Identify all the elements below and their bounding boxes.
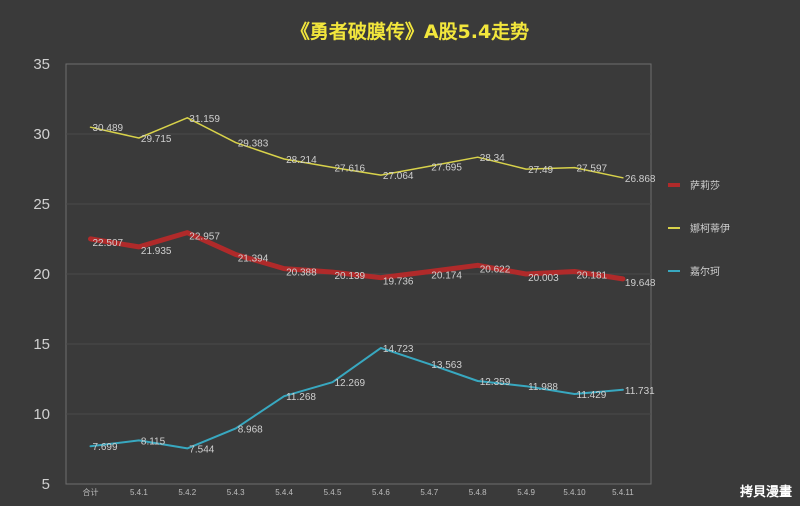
data-label: 20.388 [286,268,317,279]
data-label: 30.489 [93,123,124,134]
x-tick-label: 5.4.6 [372,488,390,497]
y-tick-label: 20 [33,266,50,283]
data-label: 19.648 [625,278,656,289]
series-line-3 [89,346,624,450]
x-tick-label: 5.4.4 [275,488,293,497]
data-label: 28.34 [480,153,505,164]
data-label: 20.622 [480,264,511,275]
data-label: 28.214 [286,155,317,166]
data-label: 8.968 [238,424,263,435]
data-label: 21.935 [141,246,172,257]
y-axis-ticks: 5 10 15 20 25 30 35 [33,56,50,493]
chart-title: 《勇者破膜传》A股5.4走势 [291,20,529,43]
y-tick-label: 10 [33,406,50,423]
y-tick-label: 15 [33,336,50,353]
data-label: 7.544 [189,444,214,455]
x-tick-label: 5.4.11 [612,488,634,497]
data-label: 20.003 [528,273,559,284]
data-label: 29.715 [141,134,172,145]
x-tick-label: 5.4.1 [130,488,148,497]
legend-label: 娜柯蒂伊 [690,222,730,235]
data-label: 20.181 [577,270,608,281]
data-label: 20.174 [431,271,462,282]
data-label: 31.159 [189,114,220,125]
data-label: 12.269 [335,378,366,389]
data-labels: 22.507 21.935 22.957 21.394 20.388 20.139 19.7… [93,114,656,456]
data-label: 26.868 [625,174,656,185]
y-tick-label: 5 [42,476,50,493]
data-label: 11.268 [286,392,316,403]
data-label: 11.988 [528,382,558,393]
legend-label: 嘉尔珂 [690,265,720,278]
y-tick-label: 30 [33,126,50,143]
data-label: 27.49 [528,165,553,176]
data-label: 13.563 [431,360,462,371]
data-label: 22.507 [93,238,124,249]
data-label: 11.731 [625,386,655,397]
x-tick-label: 5.4.8 [469,488,487,497]
data-label: 19.736 [383,277,414,288]
data-label: 22.957 [189,232,220,243]
series-line-1 [88,230,626,282]
data-label: 29.383 [238,139,269,150]
x-tick-label: 5.4.10 [563,488,586,497]
x-tick-label: 5.4.5 [324,488,342,497]
data-label: 27.616 [335,163,366,174]
data-label: 20.139 [335,271,366,282]
legend-label: 萨莉莎 [690,179,720,192]
x-tick-label: 5.4.3 [227,488,245,497]
data-label: 14.723 [383,344,414,355]
y-tick-label: 35 [33,56,50,73]
x-tick-label: 5.4.7 [420,488,438,497]
x-tick-label: 5.4.9 [517,488,535,497]
y-tick-label: 25 [33,196,50,213]
x-axis-ticks: 合计 5.4.1 5.4.2 5.4.3 5.4.4 5.4.5 5.4.6 5.4.7 5.4… [83,487,635,497]
watermark-text: 拷貝漫畫 [740,484,792,500]
x-tick-label: 合计 [83,487,99,497]
data-label: 11.429 [577,390,607,401]
data-label: 27.597 [577,164,608,175]
series-line-2 [89,117,624,179]
data-label: 21.394 [238,253,269,264]
data-label: 12.359 [480,377,511,388]
data-label: 27.695 [431,162,462,173]
x-tick-label: 5.4.2 [178,488,196,497]
data-label: 27.064 [383,171,414,182]
data-label: 8.115 [141,436,166,447]
data-label: 7.699 [93,442,118,453]
series-lines [88,117,626,450]
